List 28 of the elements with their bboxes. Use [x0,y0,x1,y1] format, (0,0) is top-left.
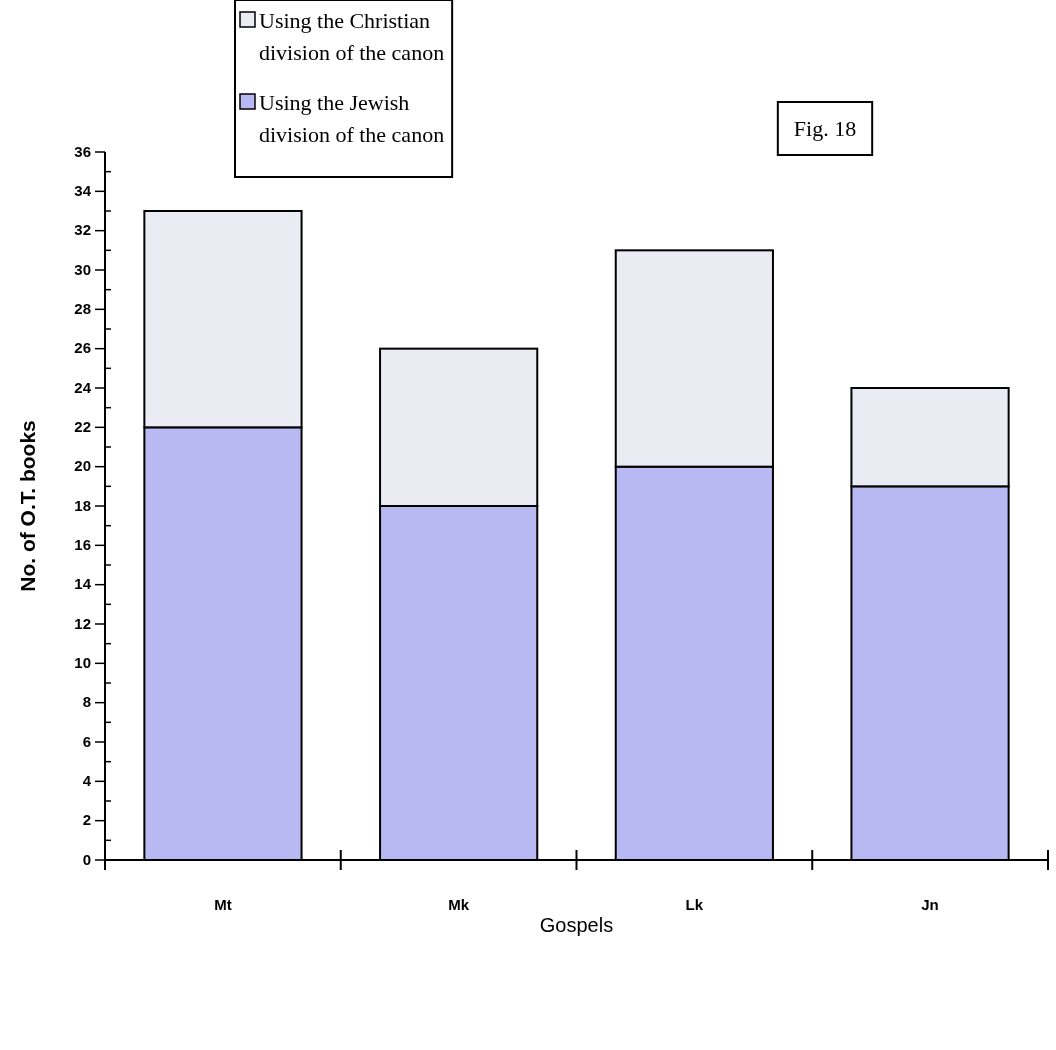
caption: Fig. 18 [793,116,857,141]
y-axis-title: No. of O.T. books [16,420,39,592]
y-tick-label: 0 [82,850,91,868]
y-tick-label: 36 [74,142,91,160]
y-tick-label: 10 [74,654,91,672]
legend-label: Using the Jewish division of the canon [259,90,445,147]
x-tick-label: Mk [448,896,470,913]
y-tick-label: 26 [74,339,91,357]
y-tick-label: 12 [74,614,91,632]
y-tick-label: 24 [74,378,92,396]
y-tick-label: 22 [74,418,91,436]
y-tick-label: 8 [82,693,91,711]
y-tick-label: 2 [82,811,91,829]
y-tick-label: 18 [74,496,91,514]
x-tick-label: Lk [685,896,704,913]
x-axis-title: Gospels [539,914,614,936]
y-tick-label: 32 [74,221,91,239]
x-tick-label: Jn [921,896,939,913]
y-tick-label: 6 [82,732,91,750]
x-tick-label: Mt [214,896,232,913]
y-tick-label: 14 [74,575,92,593]
y-tick-label: 16 [74,536,91,554]
legend-label: Using the Christian division of the canon [259,8,445,65]
y-tick-label: 30 [74,260,91,278]
y-tick-label: 20 [74,457,91,475]
y-tick-label: 34 [74,182,92,200]
y-tick-label: 4 [82,772,92,790]
y-tick-label: 28 [74,300,91,318]
